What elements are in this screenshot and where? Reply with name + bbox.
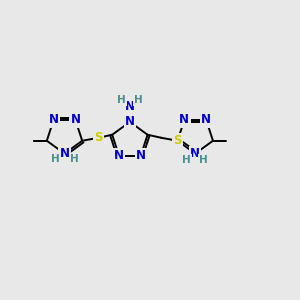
Text: N: N	[179, 113, 189, 127]
Text: H: H	[70, 154, 79, 164]
Text: N: N	[201, 113, 211, 127]
Text: N: N	[49, 113, 58, 127]
Text: H: H	[182, 155, 191, 165]
Text: N: N	[136, 149, 146, 162]
Text: N: N	[125, 116, 135, 128]
Text: S: S	[94, 131, 103, 144]
Text: N: N	[59, 147, 70, 160]
Text: H: H	[199, 155, 208, 165]
Text: S: S	[94, 131, 103, 144]
Text: N: N	[114, 149, 124, 162]
Text: H: H	[50, 154, 59, 164]
Text: N: N	[125, 100, 135, 113]
Text: N: N	[70, 113, 80, 127]
Text: N: N	[190, 147, 200, 160]
Text: H: H	[134, 95, 143, 105]
Text: H: H	[117, 95, 126, 105]
Text: S: S	[173, 134, 182, 147]
